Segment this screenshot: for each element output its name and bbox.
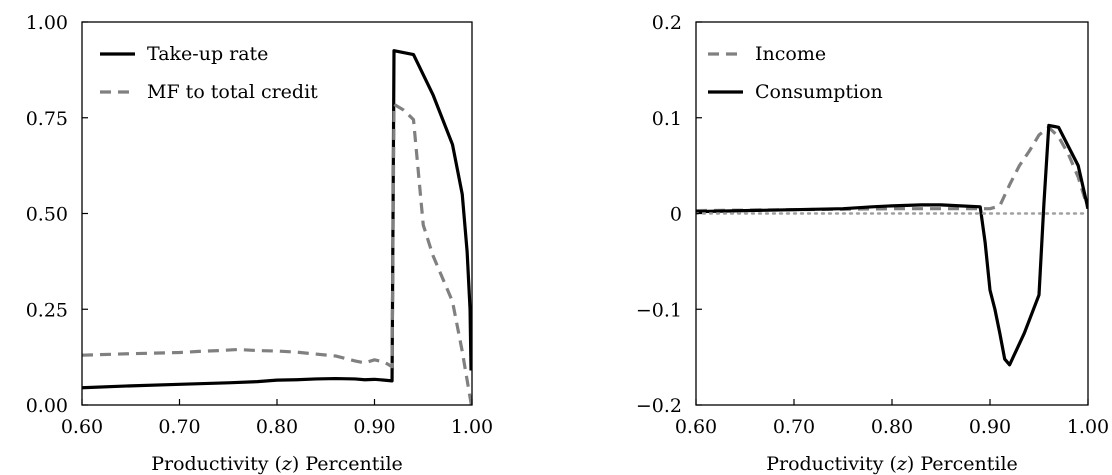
left-chart: 0.60 0.70 0.80 0.90 1.00 0.00 0.25 0.50 0.75 1.00…	[26, 12, 493, 475]
x-axis-label: Productivity (z) Percentile	[151, 453, 403, 475]
y-tick-label: 0.00	[26, 395, 68, 417]
y-tick-label: 0	[670, 204, 682, 226]
x-tick-label: 0.80	[256, 416, 298, 438]
x-tick-label: 0.90	[353, 416, 395, 438]
plot-frame	[81, 21, 473, 406]
legend-label: Income	[755, 43, 826, 65]
x-tick-label: 1.00	[451, 416, 493, 438]
series-group	[696, 123, 1088, 367]
x-tick-label: 0.60	[675, 416, 717, 438]
x-axis-label: Productivity (z) Percentile	[766, 453, 1018, 475]
series-group	[82, 49, 472, 405]
x-tick-label: 1.00	[1067, 416, 1109, 438]
y-tick-label: −0.2	[636, 395, 682, 417]
y-tick-label: 0.25	[26, 299, 68, 321]
y-tick-label: 0.1	[652, 108, 682, 130]
legend-label: Consumption	[755, 81, 883, 103]
x-tick-label: 0.80	[871, 416, 913, 438]
x-tick-label: 0.90	[969, 416, 1011, 438]
series-line-consumption	[696, 123, 1088, 367]
y-tick-label: 0.2	[652, 12, 682, 34]
y-tick-label: 1.00	[26, 12, 68, 34]
legend-label: Take-up rate	[147, 43, 268, 65]
series-line-take-up-rate	[82, 49, 472, 390]
legend-label: MF to total credit	[147, 81, 318, 103]
y-tick-label: −0.1	[636, 299, 682, 321]
x-tick-label: 0.60	[61, 416, 103, 438]
y-tick-label: 0.50	[26, 204, 68, 226]
x-tick-label: 0.70	[773, 416, 815, 438]
series-line-income	[696, 125, 1088, 213]
x-tick-label: 0.70	[158, 416, 200, 438]
y-tick-label: 0.75	[26, 108, 68, 130]
series-line-mf-to-total-credit	[82, 102, 472, 405]
right-chart: 0.60 0.70 0.80 0.90 1.00 −0.2 −0.1 0 0.1 0.2 Produ…	[636, 12, 1109, 475]
